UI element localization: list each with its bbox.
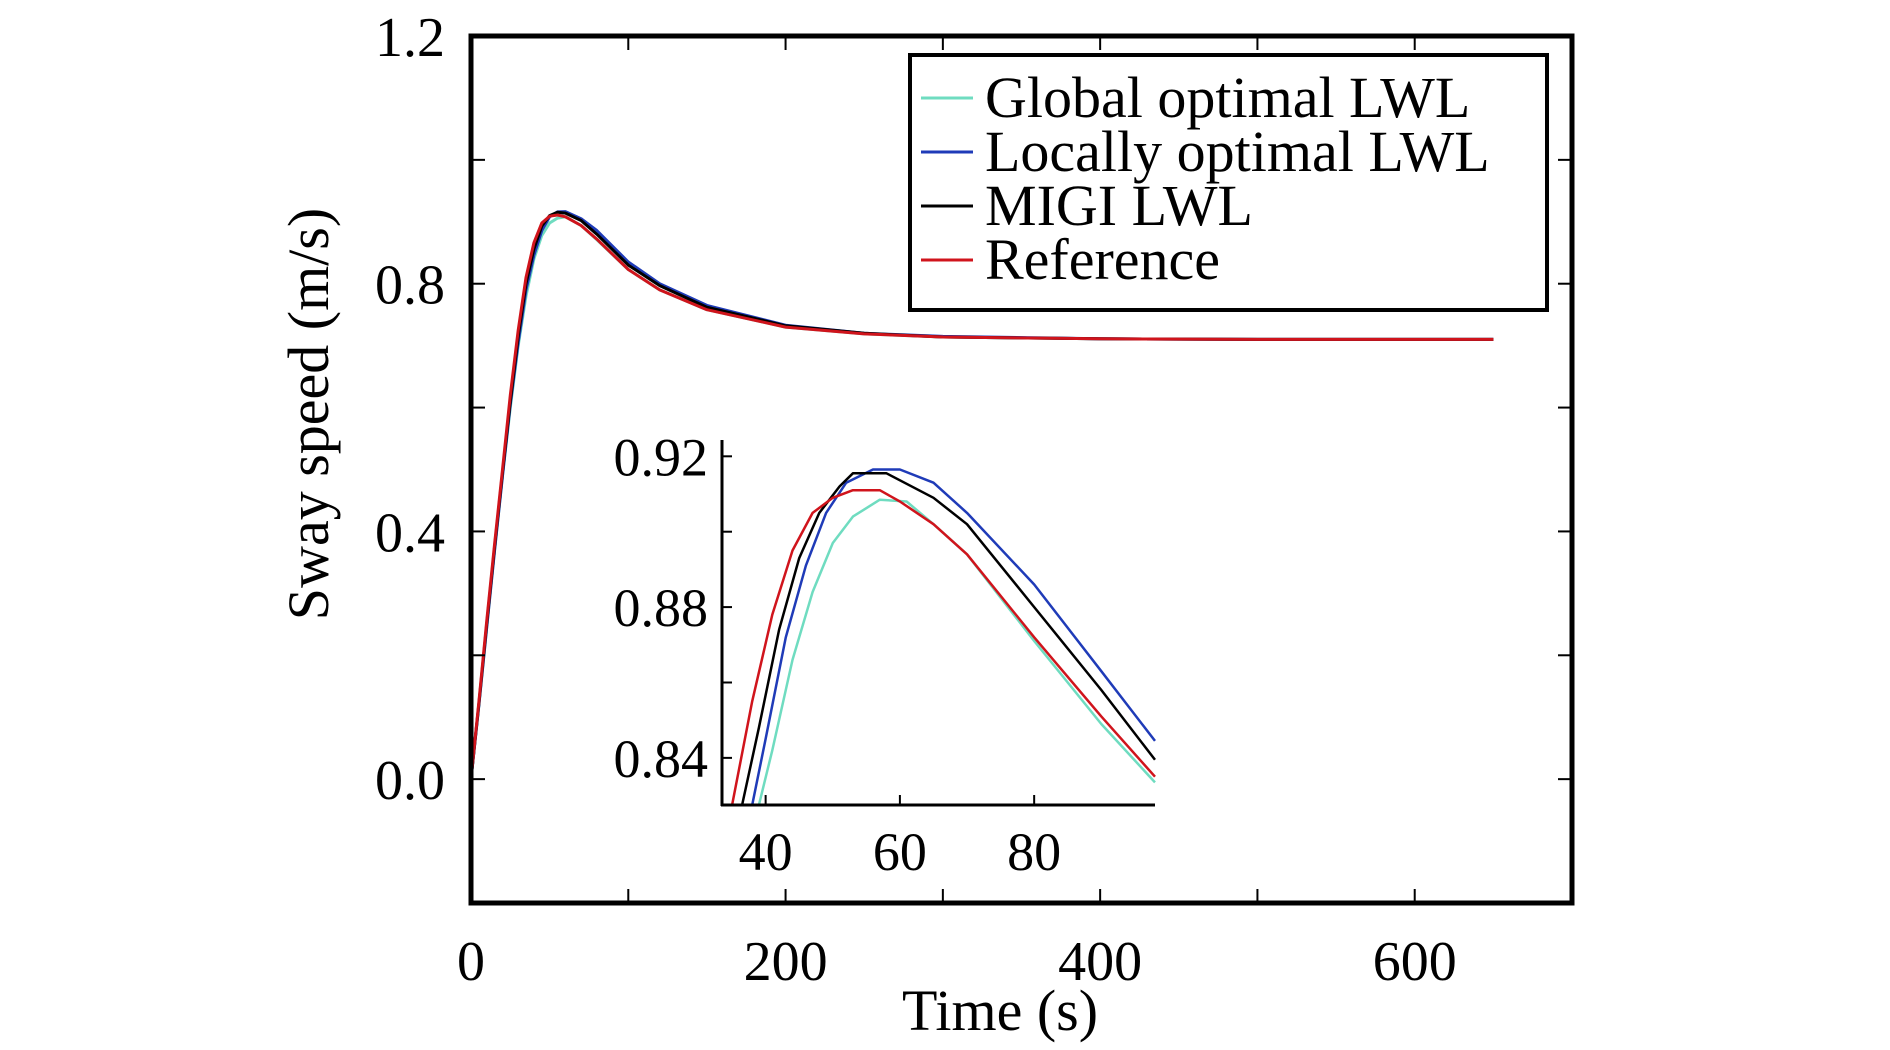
main-ticks: 0 200 400 600 0.0 0.4 0.8 1.2 <box>375 7 1573 993</box>
inset-x-tick-label: 40 <box>739 822 793 882</box>
x-tick-label: 600 <box>1373 931 1457 993</box>
inset-x-tick-label: 60 <box>873 822 927 882</box>
inset-series-group <box>730 468 1156 806</box>
legend-label-migi-lwl: MIGI LWL <box>985 173 1253 238</box>
y-tick-label: 1.2 <box>375 7 445 69</box>
series-line-reference <box>469 213 1494 780</box>
y-tick-label: 0.4 <box>375 502 445 564</box>
main-plot-frame <box>468 33 1575 906</box>
x-tick-label: 200 <box>744 931 828 993</box>
inset-y-tick-label: 0.84 <box>614 729 709 789</box>
inset-plot: 40 60 80 0.84 0.88 0.92 <box>614 427 1156 882</box>
x-tick-label: 400 <box>1058 931 1142 993</box>
legend-label-reference: Reference <box>985 227 1220 292</box>
main-series-group <box>469 210 1494 780</box>
inset-series-line-migi-lwl <box>740 472 1156 806</box>
legend-label-global-optimal-lwl: Global optimal LWL <box>985 65 1470 130</box>
inset-series-line-locally-optimal-lwl <box>750 468 1156 806</box>
legend-label-locally-optimal-lwl: Locally optimal LWL <box>985 119 1490 184</box>
inset-series-line-reference <box>730 488 1156 806</box>
x-axis-title: Time (s) <box>902 978 1098 1043</box>
y-tick-label: 0.0 <box>375 750 445 812</box>
inset-series-line-global-optimal-lwl <box>757 498 1156 806</box>
y-axis-title: Sway speed (m/s) <box>276 208 341 620</box>
inset-ticks: 40 60 80 0.84 0.88 0.92 <box>614 427 1062 882</box>
inset-x-tick-label: 80 <box>1007 822 1061 882</box>
y-tick-label: 0.8 <box>375 255 445 317</box>
x-tick-label: 0 <box>457 931 485 993</box>
legend-box <box>908 53 1549 312</box>
inset-y-tick-label: 0.92 <box>614 427 709 487</box>
inset-background <box>722 440 1155 805</box>
inset-y-tick-label: 0.88 <box>614 578 709 638</box>
